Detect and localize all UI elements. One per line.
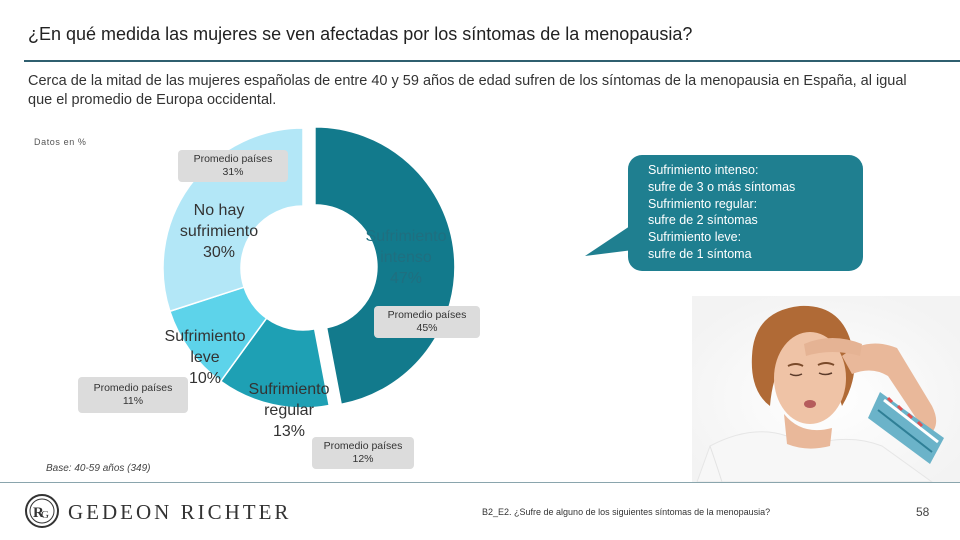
survey-question: B2_E2. ¿Sufre de alguno de los siguiente…	[482, 507, 771, 517]
callout-line-1: Sufrimiento intenso:	[648, 163, 759, 177]
benchmark-intenso: Promedio países 45%	[374, 306, 480, 338]
label-leve-line1: Sufrimiento	[164, 328, 246, 345]
label-leve-line2: leve	[190, 349, 220, 366]
benchmark-leve-value: 11%	[122, 395, 144, 407]
benchmark-regular-label: Promedio países	[323, 440, 403, 452]
benchmark-no-hay: Promedio países 31%	[178, 150, 288, 182]
definitions-callout: Sufrimiento intenso: sufre de 3 o más sí…	[628, 155, 863, 271]
page-subtitle: Cerca de la mitad de las mujeres español…	[28, 73, 907, 108]
callout-line-4: sufre de 2 síntomas	[648, 213, 758, 228]
callout-line-3: Sufrimiento regular:	[648, 196, 758, 211]
callout-line-6: sufre de 1 síntoma	[648, 246, 752, 261]
page-title: ¿En qué medida las mujeres se ven afecta…	[28, 24, 693, 44]
benchmark-leve-label: Promedio países	[93, 382, 173, 394]
svg-text:R: R	[33, 505, 44, 521]
label-regular-line3: 13%	[272, 423, 306, 440]
label-leve: Sufrimiento leve 10%	[165, 326, 246, 389]
label-no-hay: No hay sufrimiento 30%	[180, 200, 258, 263]
callout-line-5: Sufrimiento leve:	[648, 230, 742, 245]
label-regular: Sufrimiento regular 13%	[249, 379, 330, 442]
benchmark-leve: Promedio países 11%	[78, 377, 188, 413]
benchmark-no-hay-value: 31%	[222, 166, 244, 178]
label-no-hay-line1: No hay	[193, 202, 245, 219]
title-divider	[24, 60, 960, 62]
label-intenso-line1: Sufrimiento	[365, 228, 447, 245]
benchmark-intenso-value: 45%	[416, 322, 438, 334]
label-intenso-line3: 47%	[389, 270, 423, 287]
callout-tail	[585, 224, 633, 256]
footer-divider	[0, 482, 960, 483]
benchmark-regular: Promedio países 12%	[312, 437, 414, 469]
brand-name: GEDEON RICHTER	[68, 500, 292, 524]
gedeon-richter-logo-icon: R G	[25, 494, 59, 528]
label-regular-line1: Sufrimiento	[248, 381, 330, 398]
label-regular-line2: regular	[264, 402, 314, 419]
label-no-hay-line2: sufrimiento	[179, 223, 259, 240]
page-number: 58	[916, 505, 930, 519]
label-leve-line3: 10%	[188, 370, 222, 387]
callout-line-2: sufre de 3 o más síntomas	[648, 179, 796, 194]
label-no-hay-line3: 30%	[202, 244, 236, 261]
benchmark-intenso-label: Promedio países	[387, 309, 467, 321]
unit-note: Datos en %	[34, 137, 87, 147]
base-note: Base: 40-59 años (349)	[46, 463, 151, 474]
woman-headache-photo	[692, 296, 960, 482]
label-intenso-line2: intenso	[380, 249, 432, 266]
svg-text:G: G	[41, 509, 49, 521]
label-intenso: Sufrimiento intenso 47%	[366, 226, 447, 289]
benchmark-regular-value: 12%	[352, 453, 374, 465]
benchmark-no-hay-label: Promedio países	[193, 153, 273, 165]
